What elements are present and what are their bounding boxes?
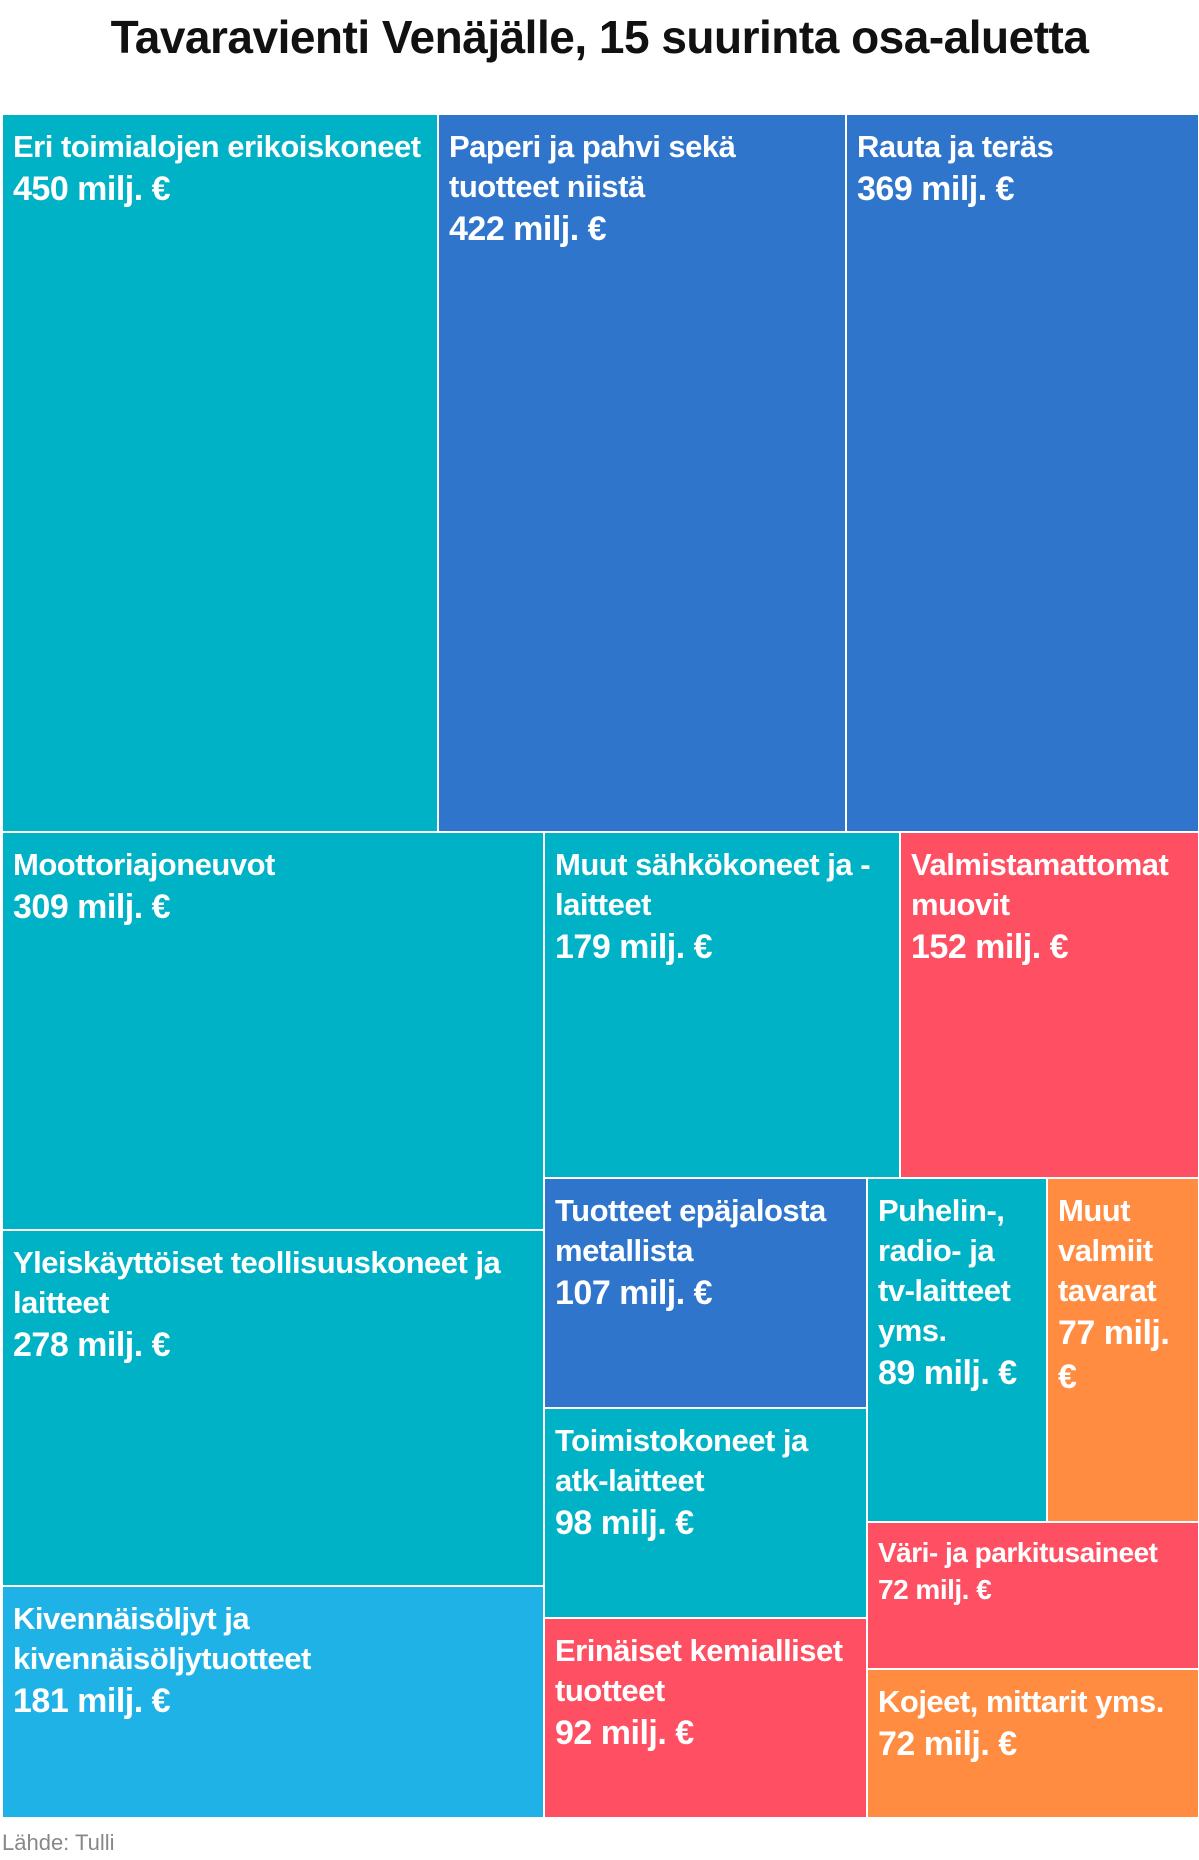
tile-label: Väri- ja parkitusaineet [878, 1537, 1158, 1568]
treemap-tile: Rauta ja teräs 369 milj. € [846, 114, 1199, 832]
tile-value: 72 milj. € [878, 1725, 1017, 1763]
tile-label: Yleiskäyttöiset teollisuuskoneet ja lait… [13, 1245, 501, 1320]
tile-value: 179 milj. € [555, 928, 713, 966]
treemap-tile: Toimistokoneet ja atk-laitteet 98 milj. € [544, 1408, 867, 1618]
tile-text: Toimistokoneet ja atk-laitteet 98 milj. € [555, 1421, 858, 1545]
treemap-tile: Tuotteet epäjalosta metallista 107 milj. … [544, 1178, 867, 1408]
tile-label: Kivennäisöljyt ja kivennäisöljytuotteet [13, 1601, 311, 1676]
tile-value: 278 milj. € [13, 1326, 171, 1364]
treemap-tile: Puhelin-, radio- ja tv-laitteet yms. 89 m… [867, 1178, 1047, 1522]
tile-label: Toimistokoneet ja atk-laitteet [555, 1423, 808, 1498]
treemap-tile: Moottoriajoneuvot 309 milj. € [2, 832, 544, 1230]
tile-text: Valmistamattomat muovit 152 milj. € [911, 845, 1190, 969]
treemap-tile: Eri toimialojen erikoiskoneet 450 milj. € [2, 114, 438, 832]
tile-text: Muut valmiit tavarat 77 milj. € [1058, 1191, 1190, 1399]
tile-value: 72 milj. € [878, 1574, 992, 1605]
tile-text: Paperi ja pahvi sekä tuotteet niistä 422 … [449, 127, 837, 251]
treemap-tile: Muut sähkökoneet ja -laitteet 179 milj. € [544, 832, 900, 1178]
tile-text: Muut sähkökoneet ja -laitteet 179 milj. € [555, 845, 891, 969]
treemap-tile: Muut valmiit tavarat 77 milj. € [1047, 1178, 1199, 1522]
tile-text: Yleiskäyttöiset teollisuuskoneet ja lait… [13, 1243, 535, 1367]
tile-label: Valmistamattomat muovit [911, 847, 1169, 922]
tile-label: Moottoriajoneuvot [13, 847, 275, 882]
tile-label: Muut sähkökoneet ja -laitteet [555, 847, 871, 922]
tile-text: Kojeet, mittarit yms. 72 milj. € [878, 1682, 1190, 1766]
tile-value: 369 milj. € [857, 170, 1015, 208]
tile-value: 98 milj. € [555, 1504, 694, 1542]
treemap-tile: Kivennäisöljyt ja kivennäisöljytuotteet 1… [2, 1586, 544, 1818]
source-note: Lähde: Tulli [2, 1830, 115, 1855]
tile-label: Paperi ja pahvi sekä tuotteet niistä [449, 129, 736, 204]
tile-value: 89 milj. € [878, 1354, 1017, 1392]
tile-value: 181 milj. € [13, 1682, 171, 1720]
chart-title: Tavaravienti Venäjälle, 15 suurinta osa-… [110, 11, 1089, 63]
tile-value: 309 milj. € [13, 888, 171, 926]
tile-value: 77 milj. € [1058, 1314, 1170, 1396]
tile-label: Puhelin-, radio- ja tv-laitteet yms. [878, 1193, 1011, 1348]
tile-text: Moottoriajoneuvot 309 milj. € [13, 845, 535, 929]
tile-text: Väri- ja parkitusaineet 72 milj. € [878, 1535, 1190, 1609]
tile-text: Kivennäisöljyt ja kivennäisöljytuotteet 1… [13, 1599, 535, 1723]
tile-value: 107 milj. € [555, 1274, 713, 1312]
tile-value: 422 milj. € [449, 210, 607, 248]
tile-text: Rauta ja teräs 369 milj. € [857, 127, 1190, 211]
tile-value: 152 milj. € [911, 928, 1069, 966]
treemap-tile: Kojeet, mittarit yms. 72 milj. € [867, 1669, 1199, 1818]
tile-label: Erinäiset kemialliset tuotteet [555, 1633, 843, 1708]
tile-label: Eri toimialojen erikoiskoneet [13, 129, 421, 164]
tile-value: 92 milj. € [555, 1714, 694, 1752]
tile-text: Eri toimialojen erikoiskoneet 450 milj. € [13, 127, 429, 211]
treemap-tile: Paperi ja pahvi sekä tuotteet niistä 422 … [438, 114, 846, 832]
treemap-tile: Valmistamattomat muovit 152 milj. € [900, 832, 1199, 1178]
treemap-tile: Väri- ja parkitusaineet 72 milj. € [867, 1522, 1199, 1669]
tile-value: 450 milj. € [13, 170, 171, 208]
tile-label: Kojeet, mittarit yms. [878, 1684, 1164, 1719]
tile-label: Rauta ja teräs [857, 129, 1054, 164]
tile-text: Erinäiset kemialliset tuotteet 92 milj. € [555, 1631, 858, 1755]
tile-label: Tuotteet epäjalosta metallista [555, 1193, 826, 1268]
tile-text: Puhelin-, radio- ja tv-laitteet yms. 89 m… [878, 1191, 1038, 1395]
treemap-tile: Yleiskäyttöiset teollisuuskoneet ja lait… [2, 1230, 544, 1586]
tile-label: Muut valmiit tavarat [1058, 1193, 1157, 1308]
tile-text: Tuotteet epäjalosta metallista 107 milj. … [555, 1191, 858, 1315]
treemap-tile: Erinäiset kemialliset tuotteet 92 milj. € [544, 1618, 867, 1818]
